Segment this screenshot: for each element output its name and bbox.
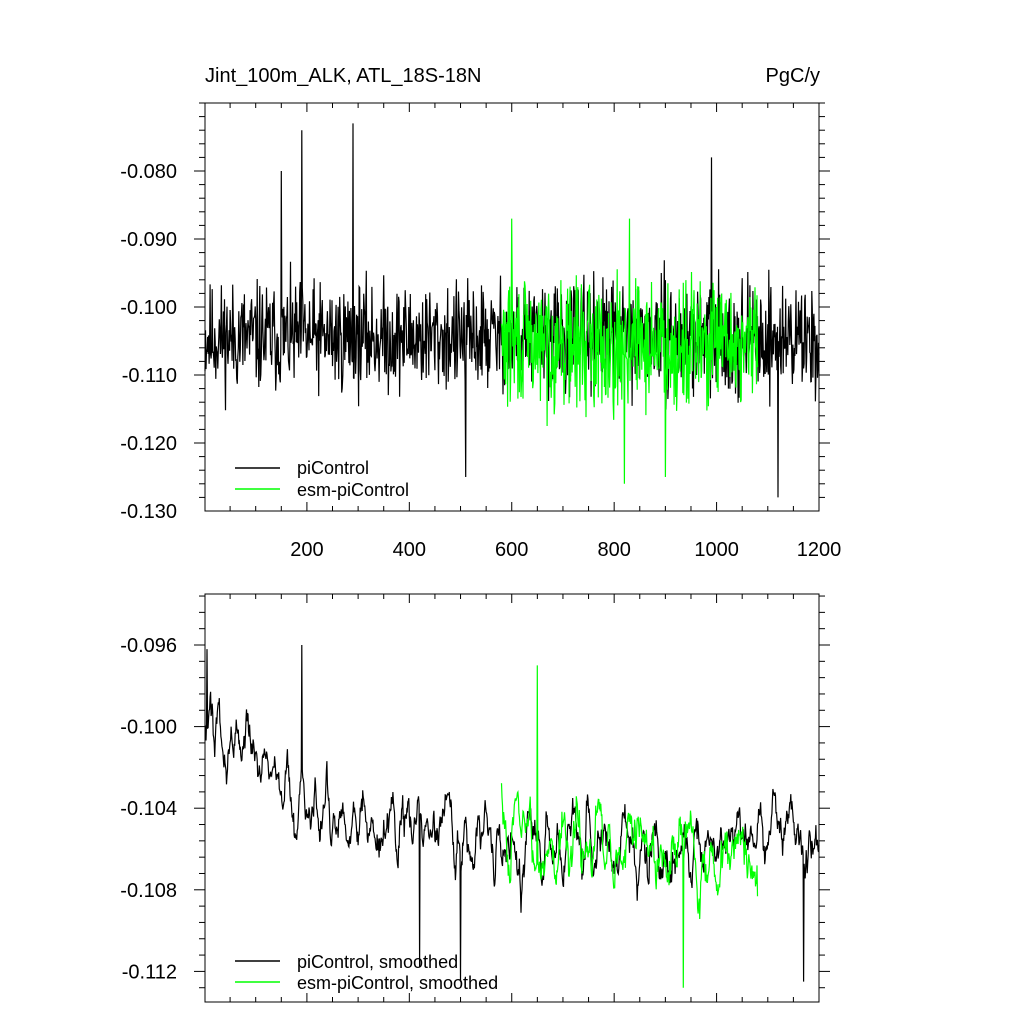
bottom-panel-series [204,644,820,988]
y-tick-label: -0.108 [120,880,177,902]
x-tick-label: 1000 [694,539,739,561]
x-tick-label: 600 [495,539,528,561]
y-tick-label: -0.104 [120,798,177,820]
y-tick-label: -0.090 [120,229,177,251]
series-line-picontrol-smoothed [204,644,820,982]
chart-units: PgC/y [766,65,820,87]
series-line-esm-picontrol [500,218,759,484]
top-panel-series [204,123,820,498]
top-panel-ticks: 200 400 600 800 1000 1200 -0.080 -0.090 -0.100 -0… [120,102,842,561]
legend-label-esm-picontrol: esm-piControl [297,480,409,500]
top-legend: piControl esm-piControl [235,458,409,500]
y-tick-label: -0.120 [120,433,177,455]
y-tick-label: -0.100 [120,297,177,319]
x-tick-label: 1200 [797,539,842,561]
chart-title: Jint_100m_ALK, ATL_18S-18N [205,65,481,87]
bottom-panel-ticks: -0.096 -0.100 -0.104 -0.108 -0.112 [120,594,830,1002]
top-panel: Jint_100m_ALK, ATL_18S-18N PgC/y 200 400 6… [120,65,841,561]
y-tick-label: -0.110 [122,365,177,387]
y-tick-label: -0.100 [120,717,177,739]
x-tick-label: 800 [597,539,630,561]
legend-label-picontrol-smoothed: piControl, smoothed [297,952,458,972]
series-line-esm-picontrol-smoothed [500,665,759,988]
legend-label-picontrol: piControl [297,458,369,478]
bottom-panel: -0.096 -0.100 -0.104 -0.108 -0.112 piControl… [120,593,830,1003]
bottom-panel-frame [204,593,820,1003]
y-tick-label: -0.130 [120,501,177,523]
y-tick-label: -0.080 [120,161,177,183]
y-tick-label: -0.096 [120,635,177,657]
x-tick-label: 200 [290,539,323,561]
top-panel-frame [204,102,820,512]
bottom-legend: piControl, smoothed esm-piControl, smoot… [235,952,498,993]
legend-label-esm-picontrol-smoothed: esm-piControl, smoothed [297,973,498,993]
x-tick-label: 400 [393,539,426,561]
y-tick-label: -0.112 [122,961,177,983]
